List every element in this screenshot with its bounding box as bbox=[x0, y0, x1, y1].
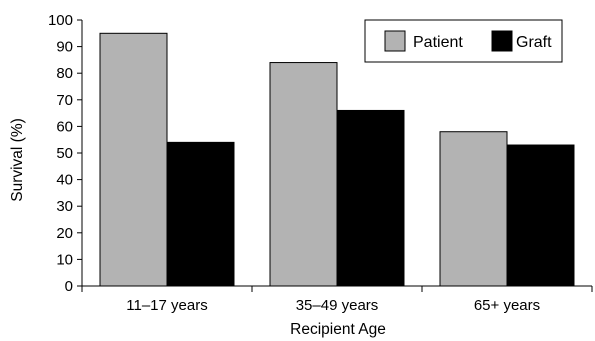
bar-graft-2 bbox=[336, 109, 405, 287]
legend-swatch-patient bbox=[384, 30, 406, 52]
bar-patient-3 bbox=[439, 131, 508, 287]
y-tick-label: 60 bbox=[56, 118, 73, 135]
bars-group bbox=[99, 32, 575, 287]
y-tick-label: 20 bbox=[56, 225, 73, 242]
y-tick-label: 100 bbox=[48, 12, 73, 29]
y-axis: 0 10 20 30 40 50 60 70 80 90 100 bbox=[48, 12, 83, 295]
bar-graft-3 bbox=[506, 144, 575, 287]
bar-patient-2 bbox=[269, 62, 338, 287]
y-tick-label: 90 bbox=[56, 39, 73, 56]
y-tick-label: 50 bbox=[56, 145, 73, 162]
x-tick-label: 65+ years bbox=[474, 297, 540, 314]
y-axis-title: Survival (%) bbox=[9, 118, 26, 202]
x-tick-label: 35–49 years bbox=[296, 297, 379, 314]
y-tick-label: 0 bbox=[65, 278, 73, 295]
bar-graft-1 bbox=[166, 141, 235, 287]
x-axis-title: Recipient Age bbox=[290, 321, 386, 338]
y-tick-label: 30 bbox=[56, 198, 73, 215]
legend: Patient Graft bbox=[364, 19, 563, 63]
legend-label-patient: Patient bbox=[413, 34, 463, 51]
y-tick-label: 70 bbox=[56, 92, 73, 109]
y-tick-label: 10 bbox=[56, 251, 73, 268]
x-axis: 11–17 years 35–49 years 65+ years bbox=[81, 285, 593, 314]
x-tick-label: 11–17 years bbox=[126, 297, 207, 314]
legend-label-graft: Graft bbox=[516, 34, 552, 51]
bar-patient-1 bbox=[99, 32, 168, 287]
legend-swatch-graft bbox=[491, 30, 513, 52]
y-tick-label: 40 bbox=[56, 172, 73, 189]
y-tick-label: 80 bbox=[56, 65, 73, 82]
